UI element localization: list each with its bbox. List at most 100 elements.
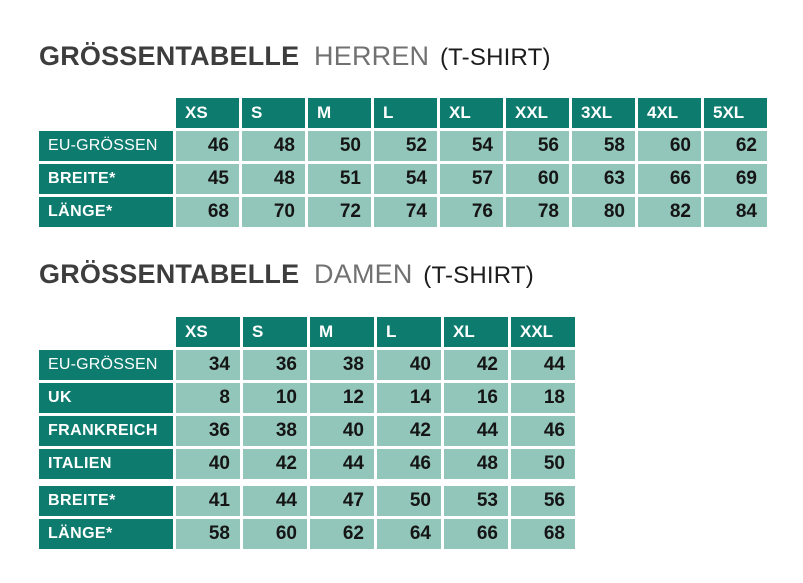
size-value-cell: 50 [308, 131, 371, 162]
table-row: FRANKREICH 36 38 40 42 44 46 [39, 415, 575, 446]
row-label: FRANKREICH [39, 415, 173, 446]
size-value-cell: 60 [243, 518, 307, 549]
table-row: EU-GRÖSSEN 34 36 38 40 42 44 [39, 349, 575, 380]
size-value-cell: 60 [506, 164, 569, 195]
title-main: GRÖSSENTABELLE [39, 259, 300, 290]
section-herren: GRÖSSENTABELLE HERREN (T-SHIRT) XS S M L XL X… [36, 42, 803, 230]
size-value-cell: 38 [243, 415, 307, 446]
table-row: LÄNGE* 58 60 62 64 66 68 [39, 518, 575, 549]
size-value-cell: 47 [310, 485, 374, 516]
size-value-cell: 44 [310, 448, 374, 479]
damen-size-table: XS S M L XL XXL EU-GRÖSSEN 34 36 38 40 42 44 UK 8 10 12 1… [36, 314, 578, 552]
size-value-cell: 84 [704, 197, 767, 228]
size-value-cell: 63 [572, 164, 635, 195]
size-value-cell: 52 [374, 131, 437, 162]
size-value-cell: 70 [242, 197, 305, 228]
size-value-cell: 58 [176, 518, 240, 549]
size-value-cell: 62 [310, 518, 374, 549]
size-value-cell: 54 [440, 131, 503, 162]
damen-section-title: GRÖSSENTABELLE DAMEN (T-SHIRT) [39, 260, 803, 288]
row-label: EU-GRÖSSEN [39, 349, 173, 380]
title-category: HERREN [314, 41, 430, 71]
size-value-cell: 48 [444, 448, 508, 479]
header-row: XS S M L XL XXL [39, 316, 575, 347]
row-label: LÄNGE* [39, 518, 173, 549]
size-value-cell: 51 [308, 164, 371, 195]
size-value-cell: 41 [176, 485, 240, 516]
size-value-cell: 60 [638, 131, 701, 162]
spacer-cell [39, 482, 575, 483]
size-value-cell: 58 [572, 131, 635, 162]
corner-cell [39, 317, 173, 347]
size-value-cell: 38 [310, 349, 374, 380]
column-header: XXL [506, 98, 569, 129]
table-row: ITALIEN 40 42 44 46 48 50 [39, 448, 575, 479]
size-value-cell: 66 [444, 518, 508, 549]
size-value-cell: 40 [377, 349, 441, 380]
spacer-row [39, 482, 575, 483]
size-value-cell: 80 [572, 197, 635, 228]
size-value-cell: 78 [506, 197, 569, 228]
size-value-cell: 68 [511, 518, 575, 549]
size-value-cell: 45 [176, 164, 239, 195]
row-label: LÄNGE* [39, 197, 173, 228]
size-value-cell: 18 [511, 382, 575, 413]
size-value-cell: 74 [374, 197, 437, 228]
size-value-cell: 44 [243, 485, 307, 516]
size-value-cell: 72 [308, 197, 371, 228]
size-value-cell: 16 [444, 382, 508, 413]
size-value-cell: 36 [243, 349, 307, 380]
table-row: BREITE* 41 44 47 50 53 56 [39, 485, 575, 516]
column-header: M [308, 98, 371, 129]
size-value-cell: 50 [377, 485, 441, 516]
row-label: BREITE* [39, 485, 173, 516]
size-value-cell: 40 [310, 415, 374, 446]
column-header: XS [176, 98, 239, 129]
column-header: 3XL [572, 98, 635, 129]
title-note: (T-SHIRT) [423, 262, 534, 290]
title-main: GRÖSSENTABELLE [39, 41, 300, 71]
column-header: L [374, 98, 437, 129]
column-header: XS [176, 316, 240, 347]
size-value-cell: 82 [638, 197, 701, 228]
column-header: XXL [511, 316, 575, 347]
size-value-cell: 14 [377, 382, 441, 413]
column-header: XL [440, 98, 503, 129]
size-value-cell: 62 [704, 131, 767, 162]
size-value-cell: 42 [243, 448, 307, 479]
size-value-cell: 10 [243, 382, 307, 413]
size-value-cell: 64 [377, 518, 441, 549]
size-value-cell: 68 [176, 197, 239, 228]
size-value-cell: 42 [377, 415, 441, 446]
size-value-cell: 46 [377, 448, 441, 479]
row-label: EU-GRÖSSEN [39, 131, 173, 162]
row-label: UK [39, 382, 173, 413]
size-value-cell: 76 [440, 197, 503, 228]
size-value-cell: 66 [638, 164, 701, 195]
size-value-cell: 40 [176, 448, 240, 479]
section-damen: GRÖSSENTABELLE DAMEN (T-SHIRT) XS S M L XL XX… [36, 260, 803, 551]
size-value-cell: 44 [511, 349, 575, 380]
size-value-cell: 42 [444, 349, 508, 380]
column-header: S [242, 98, 305, 129]
column-header: S [243, 316, 307, 347]
size-value-cell: 8 [176, 382, 240, 413]
size-value-cell: 46 [176, 131, 239, 162]
title-category: DAMEN [314, 259, 413, 290]
table-row: UK 8 10 12 14 16 18 [39, 382, 575, 413]
size-value-cell: 53 [444, 485, 508, 516]
column-header: M [310, 316, 374, 347]
size-value-cell: 46 [511, 415, 575, 446]
size-value-cell: 57 [440, 164, 503, 195]
column-header: 4XL [638, 98, 701, 129]
corner-cell [39, 98, 173, 128]
herren-size-table: XS S M L XL XXL 3XL 4XL 5XL EU-GRÖSSEN 46 48 50 52 54 5… [36, 95, 770, 230]
size-value-cell: 54 [374, 164, 437, 195]
size-value-cell: 44 [444, 415, 508, 446]
title-note: (T-SHIRT) [439, 44, 551, 71]
row-label: ITALIEN [39, 448, 173, 479]
size-value-cell: 69 [704, 164, 767, 195]
size-value-cell: 12 [310, 382, 374, 413]
size-value-cell: 36 [176, 415, 240, 446]
